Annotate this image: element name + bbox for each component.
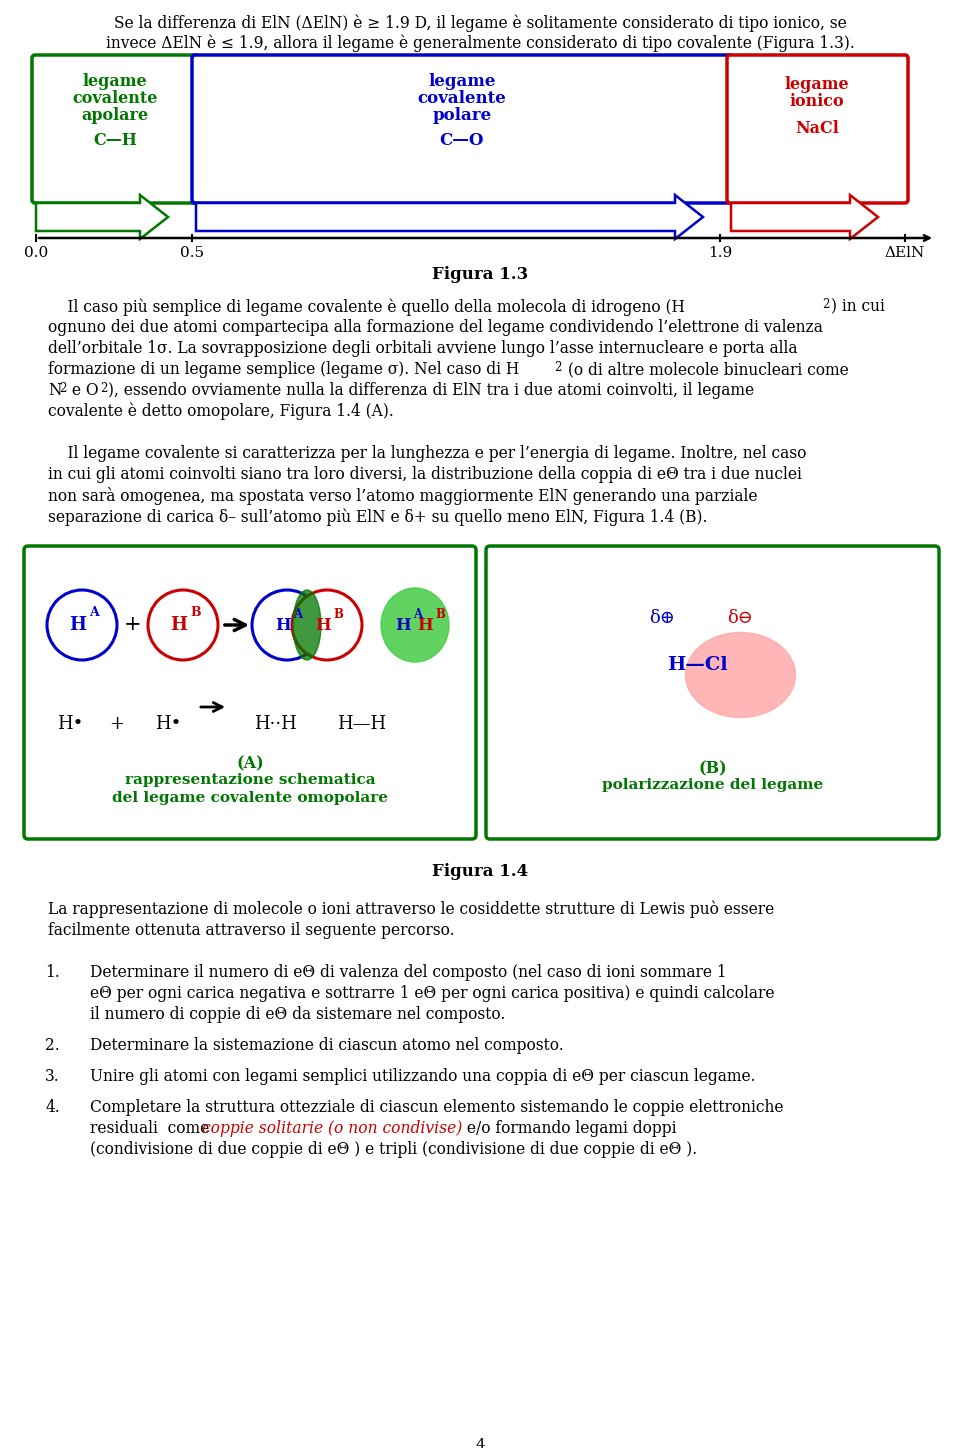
Text: +: + [109,715,125,733]
Text: Figura 1.4: Figura 1.4 [432,863,528,880]
Text: eΘ per ogni carica negativa e sottrarre 1 eΘ per ogni carica positiva) e quindi : eΘ per ogni carica negativa e sottrarre … [90,985,775,1002]
Text: B: B [333,608,343,621]
Text: H—H: H—H [337,715,387,733]
Text: H•: H• [155,715,181,733]
Circle shape [252,589,322,660]
FancyBboxPatch shape [486,546,939,838]
Text: rappresentazione schematica: rappresentazione schematica [125,773,375,788]
Text: covalente è detto omopolare, Figura 1.4 (A).: covalente è detto omopolare, Figura 1.4 … [48,403,394,420]
Text: 4: 4 [475,1438,485,1448]
Text: H: H [396,617,411,634]
Text: polare: polare [432,107,492,125]
Text: covalente: covalente [418,90,506,107]
FancyArrow shape [196,195,703,239]
Text: il numero di coppie di eΘ da sistemare nel composto.: il numero di coppie di eΘ da sistemare n… [90,1006,505,1022]
Text: separazione di carica δ– sull’atomo più ElN e δ+ su quello meno ElN, Figura 1.4 : separazione di carica δ– sull’atomo più … [48,508,708,526]
Text: 2.: 2. [45,1037,60,1054]
Text: del legame covalente omopolare: del legame covalente omopolare [112,791,388,805]
Text: N: N [48,382,61,400]
FancyBboxPatch shape [192,55,733,203]
Text: H•: H• [57,715,84,733]
FancyBboxPatch shape [727,55,908,203]
FancyBboxPatch shape [24,546,476,838]
Text: H··H: H··H [253,715,297,733]
Text: A: A [89,607,99,620]
Text: ΔElN: ΔElN [885,246,925,261]
Text: 1.: 1. [45,964,60,980]
Text: H: H [69,615,86,634]
Text: dell’orbitale 1σ. La sovrapposizione degli orbitali avviene lungo l’asse internu: dell’orbitale 1σ. La sovrapposizione deg… [48,340,798,358]
Text: H—Cl: H—Cl [667,656,728,673]
Text: Figura 1.3: Figura 1.3 [432,266,528,282]
Ellipse shape [381,588,449,662]
Text: A: A [293,608,302,621]
Ellipse shape [293,589,321,660]
Text: polarizzazione del legame: polarizzazione del legame [602,778,823,792]
Text: H: H [276,617,291,634]
FancyBboxPatch shape [32,55,198,203]
Text: H: H [418,617,433,634]
Text: H: H [171,615,187,634]
Circle shape [47,589,117,660]
Text: ), essendo ovviamente nulla la differenza di ElN tra i due atomi coinvolti, il l: ), essendo ovviamente nulla la differenz… [108,382,755,400]
Text: Il legame covalente si caratterizza per la lunghezza e per l’energia di legame. : Il legame covalente si caratterizza per … [48,445,806,462]
Text: +: + [124,615,142,634]
Text: invece ΔElN è ≤ 1.9, allora il legame è generalmente considerato di tipo covalen: invece ΔElN è ≤ 1.9, allora il legame è … [106,33,854,52]
Text: 0.0: 0.0 [24,246,48,261]
Text: legame: legame [83,72,147,90]
Text: formazione di un legame semplice (legame σ). Nel caso di H: formazione di un legame semplice (legame… [48,361,519,378]
Text: (condivisione di due coppie di eΘ ) e tripli (condivisione di due coppie di eΘ ): (condivisione di due coppie di eΘ ) e tr… [90,1141,697,1158]
Text: H: H [315,617,331,634]
Text: NaCl: NaCl [795,120,839,138]
Text: A: A [413,608,422,621]
Text: coppie solitarie (o non condivise): coppie solitarie (o non condivise) [202,1119,463,1137]
Text: e/o formando legami doppi: e/o formando legami doppi [462,1119,677,1137]
Text: La rappresentazione di molecole o ioni attraverso le cosiddette strutture di Lew: La rappresentazione di molecole o ioni a… [48,901,775,918]
Text: ) in cui: ) in cui [831,298,885,316]
Text: Determinare la sistemazione di ciascun atomo nel composto.: Determinare la sistemazione di ciascun a… [90,1037,564,1054]
Text: (B): (B) [698,760,727,778]
Text: 3.: 3. [45,1069,60,1085]
Text: C—O: C—O [440,132,484,149]
Text: legame: legame [428,72,495,90]
Text: 2: 2 [822,298,829,311]
Text: residuali  come: residuali come [90,1119,214,1137]
FancyArrow shape [36,195,168,239]
Text: 2: 2 [59,382,66,395]
Text: legame: legame [784,75,850,93]
Text: e O: e O [67,382,99,400]
Text: δ⊖: δ⊖ [728,610,754,627]
Text: (o di altre molecole binucleari come: (o di altre molecole binucleari come [563,361,849,378]
Text: apolare: apolare [82,107,149,125]
Text: ionico: ionico [790,93,844,110]
Circle shape [292,589,362,660]
Text: 2: 2 [100,382,108,395]
Text: (A): (A) [236,754,264,772]
Text: δ⊕: δ⊕ [650,610,676,627]
Text: ognuno dei due atomi compartecipa alla formazione del legame condividendo l’elet: ognuno dei due atomi compartecipa alla f… [48,319,823,336]
Text: 2: 2 [554,361,562,374]
Text: 4.: 4. [45,1099,60,1116]
Text: C—H: C—H [93,132,137,149]
Text: facilmente ottenuta attraverso il seguente percorso.: facilmente ottenuta attraverso il seguen… [48,922,455,938]
Text: 0.5: 0.5 [180,246,204,261]
Text: 1.9: 1.9 [708,246,732,261]
Text: B: B [190,607,201,620]
Text: B: B [435,608,444,621]
Text: non sarà omogenea, ma spostata verso l’atomo maggiormente ElN generando una parz: non sarà omogenea, ma spostata verso l’a… [48,487,757,505]
Text: Il caso più semplice di legame covalente è quello della molecola di idrogeno (H: Il caso più semplice di legame covalente… [48,298,684,316]
FancyArrow shape [731,195,878,239]
Text: in cui gli atomi coinvolti siano tra loro diversi, la distribuzione della coppia: in cui gli atomi coinvolti siano tra lor… [48,466,802,484]
Text: Se la differenza di ElN (ΔElN) è ≥ 1.9 D, il legame è solitamente considerato di: Se la differenza di ElN (ΔElN) è ≥ 1.9 D… [113,14,847,32]
Text: covalente: covalente [72,90,157,107]
Text: Determinare il numero di eΘ di valenza del composto (nel caso di ioni sommare 1: Determinare il numero di eΘ di valenza d… [90,964,727,980]
Text: Unire gli atomi con legami semplici utilizzando una coppia di eΘ per ciascun leg: Unire gli atomi con legami semplici util… [90,1069,756,1085]
Text: Completare la struttura ottezziale di ciascun elemento sistemando le coppie elet: Completare la struttura ottezziale di ci… [90,1099,783,1116]
Circle shape [148,589,218,660]
Ellipse shape [685,633,796,718]
